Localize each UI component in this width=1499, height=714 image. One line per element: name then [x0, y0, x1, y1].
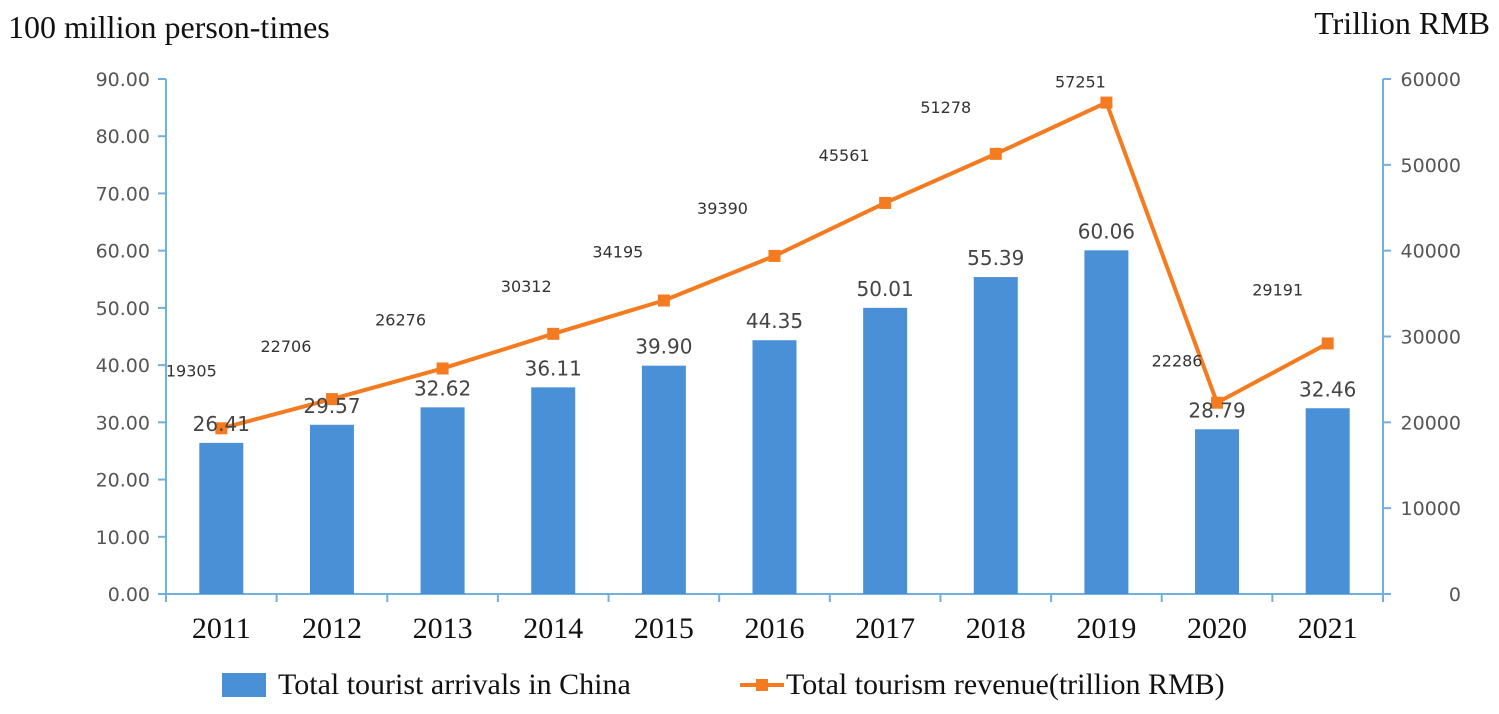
bar-data-label: 60.06: [1078, 219, 1135, 243]
x-tick-label: 2020: [1187, 612, 1247, 645]
bar-data-label: 26.41: [193, 412, 250, 436]
bar-data-label: 29.57: [303, 394, 360, 418]
bar: [1084, 250, 1129, 594]
bar: [752, 340, 797, 594]
bar-data-label: 50.01: [857, 277, 914, 301]
bar: [863, 307, 908, 594]
line-data-label: 45561: [819, 146, 870, 165]
left-y-tick-label: 40.00: [96, 355, 150, 377]
right-y-tick-label: 60000: [1401, 69, 1461, 91]
bar: [531, 387, 576, 594]
line-point-marker: [989, 147, 1002, 160]
left-y-tick-label: 80.00: [96, 126, 150, 148]
x-tick-label: 2018: [966, 612, 1026, 645]
line-data-label: 39390: [697, 199, 748, 218]
right-y-tick-label: 10000: [1401, 498, 1461, 520]
bar-data-label: 28.79: [1188, 398, 1245, 422]
left-y-tick-label: 50.00: [96, 298, 150, 320]
line-data-label: 51278: [920, 98, 971, 117]
right-y-tick-label: 20000: [1401, 412, 1461, 434]
plot-area: 0.00 10.00 20.00 30.00 40.00 50.00 60.00 70.00 8…: [96, 69, 1461, 645]
line-point-marker: [1211, 396, 1224, 409]
legend: Total tourist arrivals in China Total tou…: [222, 668, 1225, 701]
left-y-tick-label: 70.00: [96, 183, 150, 205]
line-point-marker: [547, 327, 560, 340]
bar-data-label: 44.35: [746, 309, 803, 333]
line-data-label: 30312: [501, 277, 552, 296]
line-point-marker: [1100, 96, 1113, 109]
line-data-label: 26276: [375, 310, 426, 329]
bar: [973, 277, 1018, 594]
x-tick-label: 2012: [302, 612, 362, 645]
left-y-tick-label: 0.00: [108, 584, 150, 606]
line-point-marker: [215, 422, 228, 435]
line-data-label: 57251: [1055, 73, 1106, 92]
right-y-tick-label: 40000: [1401, 241, 1461, 263]
line-point-marker: [436, 362, 449, 375]
right-y-tick-label: 50000: [1401, 155, 1461, 177]
bar: [309, 424, 354, 594]
line-data-label: 22286: [1152, 352, 1203, 371]
line-data-label: 19305: [166, 361, 217, 380]
line-data-label: 34195: [592, 242, 643, 261]
x-tick-label: 2017: [855, 612, 915, 645]
line-point-marker: [657, 294, 670, 307]
line-point-marker: [325, 393, 338, 406]
left-axis-unit-label: 100 million person-times: [8, 9, 330, 45]
line-data-label: 22706: [261, 337, 312, 356]
x-tick-label: 2014: [523, 612, 583, 645]
right-y-tick-label: 0: [1449, 584, 1461, 606]
bar: [420, 407, 465, 594]
bar-data-label: 32.46: [1299, 377, 1356, 401]
bar: [1305, 408, 1350, 594]
left-y-tick-label: 60.00: [96, 241, 150, 263]
x-tick-label: 2016: [745, 612, 805, 645]
line-data-label: 29191: [1252, 280, 1303, 299]
bar: [199, 442, 244, 594]
bar: [641, 365, 686, 594]
line-point-marker: [879, 196, 892, 209]
legend-line-marker: [756, 679, 768, 691]
left-y-tick-label: 20.00: [96, 470, 150, 492]
legend-bar-swatch: [222, 673, 266, 697]
left-y-tick-label: 10.00: [96, 527, 150, 549]
line-point-marker: [768, 249, 781, 262]
legend-label-arrivals: Total tourist arrivals in China: [278, 668, 631, 701]
x-tick-label: 2019: [1076, 612, 1136, 645]
x-tick-label: 2013: [413, 612, 473, 645]
bar-data-label: 55.39: [967, 246, 1024, 270]
right-axis-unit-label: Trillion RMB: [1314, 5, 1490, 41]
left-y-tick-label: 90.00: [96, 69, 150, 91]
bar: [1195, 429, 1240, 594]
line-point-marker: [1321, 337, 1334, 350]
bar-data-label: 36.11: [525, 356, 582, 380]
x-tick-label: 2015: [634, 612, 694, 645]
bar-data-label: 32.62: [414, 376, 471, 400]
x-tick-label: 2011: [192, 612, 251, 645]
legend-label-revenue: Total tourism revenue(trillion RMB): [786, 668, 1225, 701]
x-tick-label: 2021: [1298, 612, 1358, 645]
right-y-tick-label: 30000: [1401, 327, 1461, 349]
left-y-tick-label: 30.00: [96, 412, 150, 434]
bar-data-label: 39.90: [635, 335, 692, 359]
